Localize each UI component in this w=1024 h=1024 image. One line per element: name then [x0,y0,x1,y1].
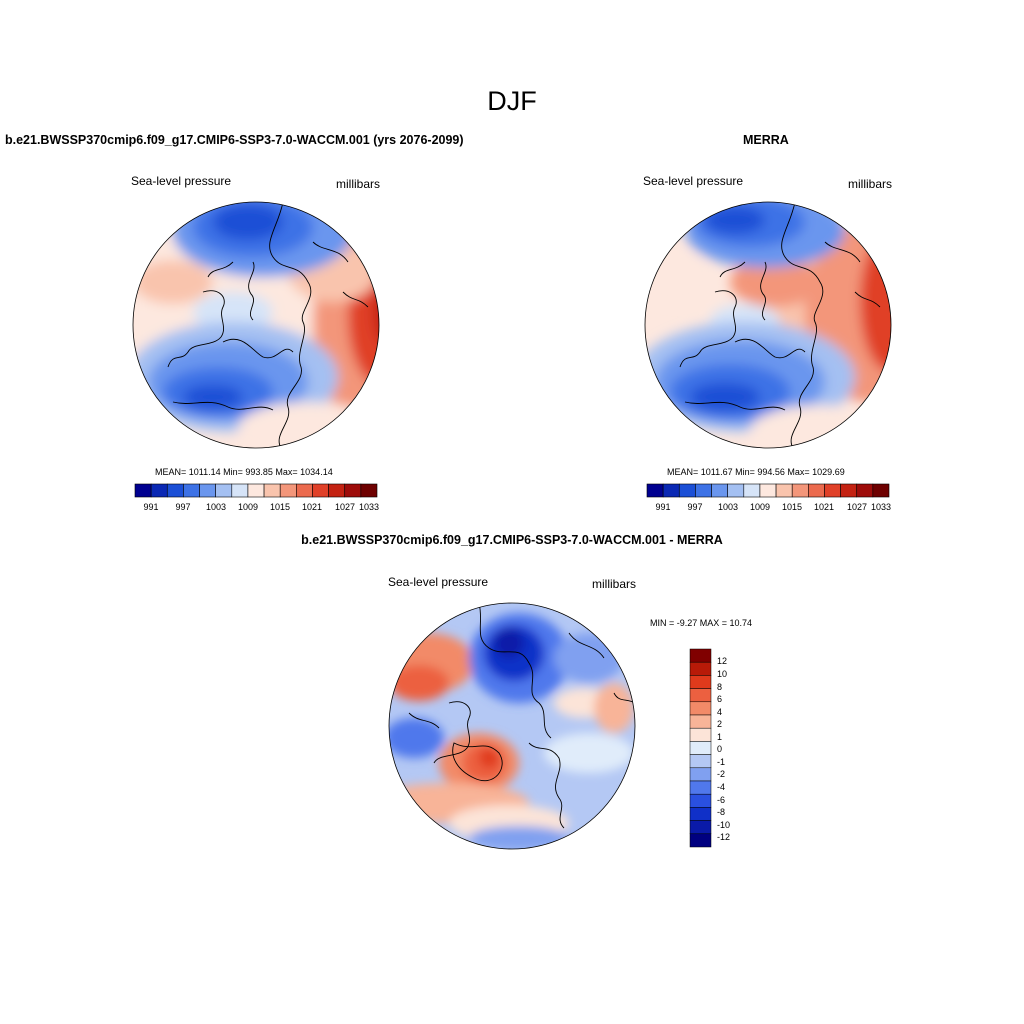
diff-colorbar-tick: 10 [717,669,728,679]
obs-colorbar-tick: 997 [687,502,703,512]
diff-panel-title: b.e21.BWSSP370cmip6.f09_g17.CMIP6-SSP3-7… [301,533,723,547]
colorbar-swatch [215,483,233,498]
diff-units-label: millibars [592,577,637,591]
colorbar-swatch [689,754,712,769]
diff-colorbar-tick: 4 [717,707,723,717]
colorbar-swatch [150,483,168,498]
colorbar-swatch [689,688,712,703]
colorbar-swatch [689,741,712,755]
model-colorbar-tick: 1027 [334,502,356,512]
diff-colorbar-tick: 8 [717,682,723,692]
diff-colorbar-tick: 6 [717,694,723,704]
model-variable-label: Sea-level pressure [131,174,232,188]
colorbar-swatch [689,648,712,663]
colorbar-swatch [791,483,809,498]
figure-title: DJF [487,86,537,116]
colorbar-swatch [689,767,712,782]
obs-colorbar-tick: 1009 [749,502,771,512]
colorbar-swatch [646,483,664,498]
colorbar-swatch [328,483,346,498]
colorbar-swatch [344,483,362,498]
diff-colorbar-tick: -1 [717,757,726,767]
colorbar-swatch [247,483,265,498]
colorbar-swatch [662,483,680,498]
colorbar-swatch [199,483,216,498]
colorbar-swatch [743,483,761,498]
colorbar-swatch [296,483,313,498]
obs-colorbar-tick: 1003 [717,502,739,512]
diff-colorbar-tick: -12 [717,832,731,842]
model-panel-title: b.e21.BWSSP370cmip6.f09_g17.CMIP6-SSP3-7… [5,133,464,147]
obs-polar-map [644,201,892,449]
colorbar-swatch [231,483,249,498]
colorbar-swatch [689,833,712,848]
colorbar-swatch [312,483,329,498]
model-colorbar-tick: 997 [175,502,191,512]
colorbar-swatch [279,483,297,498]
diff-stats: MIN = -9.27 MAX = 10.74 [650,618,753,628]
colorbar-swatch [678,483,696,498]
colorbar-swatch [872,483,890,498]
model-colorbar-labels: 991 997 1003 1009 1015 1021 1027 1033 [135,502,380,514]
colorbar-swatch [840,483,858,498]
model-colorbar-tick: 1021 [301,502,323,512]
colorbar-swatch [711,483,728,498]
diff-variable-label: Sea-level pressure [388,575,489,589]
colorbar-swatch [808,483,825,498]
diff-colorbar-tick: 1 [717,732,723,742]
obs-variable-label: Sea-level pressure [643,174,744,188]
diff-colorbar [689,648,712,848]
colorbar-swatch [856,483,874,498]
obs-colorbar-tick: 991 [655,502,671,512]
obs-colorbar-labels: 991 997 1003 1009 1015 1021 1027 1033 [647,502,892,514]
model-colorbar-tick: 991 [143,502,159,512]
colorbar-swatch [689,675,712,689]
colorbar-swatch [166,483,184,498]
colorbar-swatch [689,820,712,835]
colorbar-swatch [689,793,712,808]
colorbar-swatch [759,483,777,498]
diff-colorbar-tick: 12 [717,656,728,666]
colorbar-swatch [183,483,200,498]
diff-colorbar-tick: -6 [717,795,726,805]
obs-colorbar [646,483,890,498]
diff-polar-map [388,602,636,850]
colorbar-swatch [689,807,712,821]
colorbar-swatch [824,483,841,498]
model-colorbar-tick: 1003 [205,502,227,512]
model-polar-map [132,201,380,449]
diff-colorbar-tick: -8 [717,807,726,817]
obs-colorbar-tick: 1021 [813,502,835,512]
obs-units-label: millibars [848,177,893,191]
diff-colorbar-tick: -2 [717,769,726,779]
colorbar-swatch [689,714,712,729]
model-colorbar-tick: 1009 [237,502,259,512]
obs-panel-title: MERRA [743,133,789,147]
diff-colorbar-labels: 12 10 8 6 4 2 1 0 -1 -2 -4 -6 -8 -10 -12 [717,649,757,847]
obs-colorbar-tick: 1027 [846,502,868,512]
colorbar-swatch [689,780,712,795]
model-units-label: millibars [336,177,381,191]
diff-colorbar-tick: 0 [717,744,723,754]
colorbar-swatch [775,483,793,498]
model-colorbar-tick: 1033 [358,502,380,512]
model-colorbar-tick: 1015 [269,502,291,512]
colorbar-swatch [689,727,712,742]
model-stats: MEAN= 1011.14 Min= 993.85 Max= 1034.14 [155,467,333,477]
colorbar-swatch [689,661,712,676]
model-colorbar [134,483,378,498]
obs-colorbar-tick: 1015 [781,502,803,512]
colorbar-swatch [134,483,152,498]
colorbar-swatch [689,701,712,716]
colorbar-swatch [695,483,712,498]
obs-colorbar-tick: 1033 [870,502,892,512]
colorbar-swatch [360,483,378,498]
colorbar-swatch [263,483,281,498]
diff-colorbar-tick: -4 [717,782,726,792]
diff-colorbar-tick: 2 [717,719,723,729]
colorbar-swatch [727,483,745,498]
obs-stats: MEAN= 1011.67 Min= 994.56 Max= 1029.69 [667,467,845,477]
diff-colorbar-tick: -10 [717,820,731,830]
